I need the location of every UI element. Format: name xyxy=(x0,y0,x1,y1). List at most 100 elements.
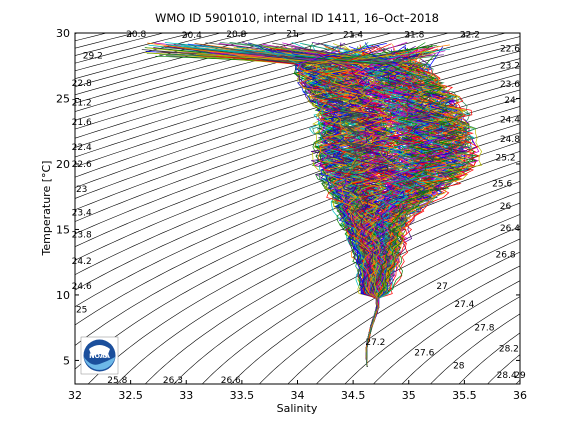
x-tick-label: 34 xyxy=(291,389,305,402)
isopycnal-label: 27.2 xyxy=(365,338,385,348)
profile-lines xyxy=(141,41,483,368)
x-axis-label: Salinity xyxy=(277,402,318,415)
x-tick-label: 35 xyxy=(402,389,416,402)
isopycnal-line xyxy=(287,238,520,384)
isopycnal-line xyxy=(373,280,520,384)
isopycnal-line xyxy=(487,354,520,384)
isopycnal-line xyxy=(75,141,520,346)
isopycnal-label: 25.2 xyxy=(496,153,516,163)
isopycnal-label: 22.6 xyxy=(500,45,520,55)
x-tick-label: 33 xyxy=(179,389,193,402)
isopycnal-line xyxy=(515,379,520,384)
isopycnal-line xyxy=(75,106,520,276)
isopycnal-label: 24.6 xyxy=(72,282,92,292)
y-tick-label: 15 xyxy=(56,223,70,236)
y-tick-label: 10 xyxy=(56,289,70,302)
y-axis-label: Temperature [°C] xyxy=(40,161,53,257)
isopycnal-line xyxy=(75,33,279,87)
isopycnal-label: 29.2 xyxy=(83,51,103,61)
profile-line xyxy=(295,50,380,368)
isopycnal-label: 22.4 xyxy=(72,143,92,153)
isopycnal-label: 28.2 xyxy=(499,345,519,355)
y-tick-label: 5 xyxy=(63,354,70,367)
isopycnal-label: 23 xyxy=(76,185,87,195)
isopycnal-label: 21 xyxy=(286,30,297,40)
isopycnal-label: 21.2 xyxy=(72,98,92,108)
isopycnal-line xyxy=(559,20,576,400)
y-tick-label: 20 xyxy=(56,158,70,171)
y-tick-label: 30 xyxy=(56,27,70,40)
isopycnal-line xyxy=(75,33,194,64)
isopycnal-label: 26.6 xyxy=(221,376,241,386)
isopycnal-line xyxy=(530,20,576,400)
isopycnal-label: 28.4 xyxy=(497,371,517,381)
isopycnal-label: 20.8 xyxy=(226,30,246,40)
isopycnal-contours xyxy=(0,20,576,400)
isopycnal-line xyxy=(75,33,393,121)
isopycnal-label: 24.2 xyxy=(72,257,92,267)
isopycnal-label: 23.6 xyxy=(500,80,520,90)
isopycnal-line xyxy=(230,214,520,384)
x-tick-label: 35.5 xyxy=(452,389,477,402)
isopycnal-line xyxy=(75,132,520,326)
isopycnal-label: 26 xyxy=(500,202,512,212)
isopycnal-label: 28 xyxy=(453,362,465,372)
x-axis: 32 32.5 33 33.5 34 34.5 35 35.5 36 xyxy=(68,33,527,402)
profile-line xyxy=(195,43,378,368)
noaa-logo-text: NOAA xyxy=(89,352,110,360)
isopycnal-label: 23.2 xyxy=(500,62,520,72)
isopycnal-label: 21.8 xyxy=(404,30,424,40)
plot-frame xyxy=(74,32,521,385)
isopycnal-label: 22.2 xyxy=(460,30,480,40)
isopycnal-label: 26.4 xyxy=(500,224,520,234)
x-tick-label: 32 xyxy=(68,389,82,402)
isopycnal-line xyxy=(430,313,520,384)
isopycnal-line xyxy=(75,73,520,222)
x-tick-label: 33.5 xyxy=(230,389,255,402)
isopycnal-line xyxy=(458,332,520,384)
isopycnal-line xyxy=(173,191,520,384)
isopycnal-line xyxy=(75,89,520,248)
isopycnal-label: 27.8 xyxy=(474,324,494,334)
isopycnal-label: 25 xyxy=(76,305,87,315)
chart-title: WMO ID 5901010, internal ID 1411, 16–Oct… xyxy=(155,11,439,25)
x-tick-label: 32.5 xyxy=(118,389,143,402)
isopycnal-label: 26.8 xyxy=(496,250,516,260)
isopycnal-label: 22.6 xyxy=(72,160,92,170)
isopycnal-label: 20.8 xyxy=(126,30,146,40)
y-tick-label: 25 xyxy=(56,92,70,105)
isopycnal-line xyxy=(344,265,520,384)
isopycnal-line xyxy=(201,202,520,384)
isopycnal-line xyxy=(75,33,422,130)
isopycnal-label: 25.8 xyxy=(107,376,127,386)
isopycnal-label: 21.6 xyxy=(72,118,92,128)
isopycnal-line xyxy=(144,180,520,384)
isopycnal-label: 23.8 xyxy=(72,231,92,241)
isopycnal-line xyxy=(75,97,520,261)
isopycnal-label: 20.4 xyxy=(182,31,202,41)
isopycnal-line xyxy=(75,65,520,211)
isopycnal-line xyxy=(75,33,365,112)
isopycnal-label: 27.4 xyxy=(454,300,474,310)
isopycnal-label: 27 xyxy=(436,282,447,292)
profile-line xyxy=(295,46,379,368)
isopycnal-line xyxy=(0,20,74,400)
isopycnal-line xyxy=(75,33,308,96)
isopycnal-line xyxy=(258,226,520,384)
isopycnal-line xyxy=(75,33,479,148)
isopycnal-line xyxy=(75,33,450,139)
x-tick-label: 36 xyxy=(513,389,527,402)
isopycnal-line xyxy=(75,114,520,291)
isopycnal-line xyxy=(75,81,520,235)
isopycnal-label: 27.6 xyxy=(414,349,434,359)
isopycnal-line xyxy=(75,33,336,104)
isopycnal-label: 24.4 xyxy=(500,115,520,125)
noaa-logo: NOAA xyxy=(80,336,119,375)
isopycnal-line xyxy=(75,123,520,308)
isopycnal-label: 24.8 xyxy=(500,135,520,145)
x-tick-label: 34.5 xyxy=(341,389,366,402)
isopycnal-label: 25.6 xyxy=(492,180,512,190)
y-axis: 5 10 15 20 25 30 xyxy=(56,27,520,367)
isopycnal-label: 26.3 xyxy=(163,376,183,386)
